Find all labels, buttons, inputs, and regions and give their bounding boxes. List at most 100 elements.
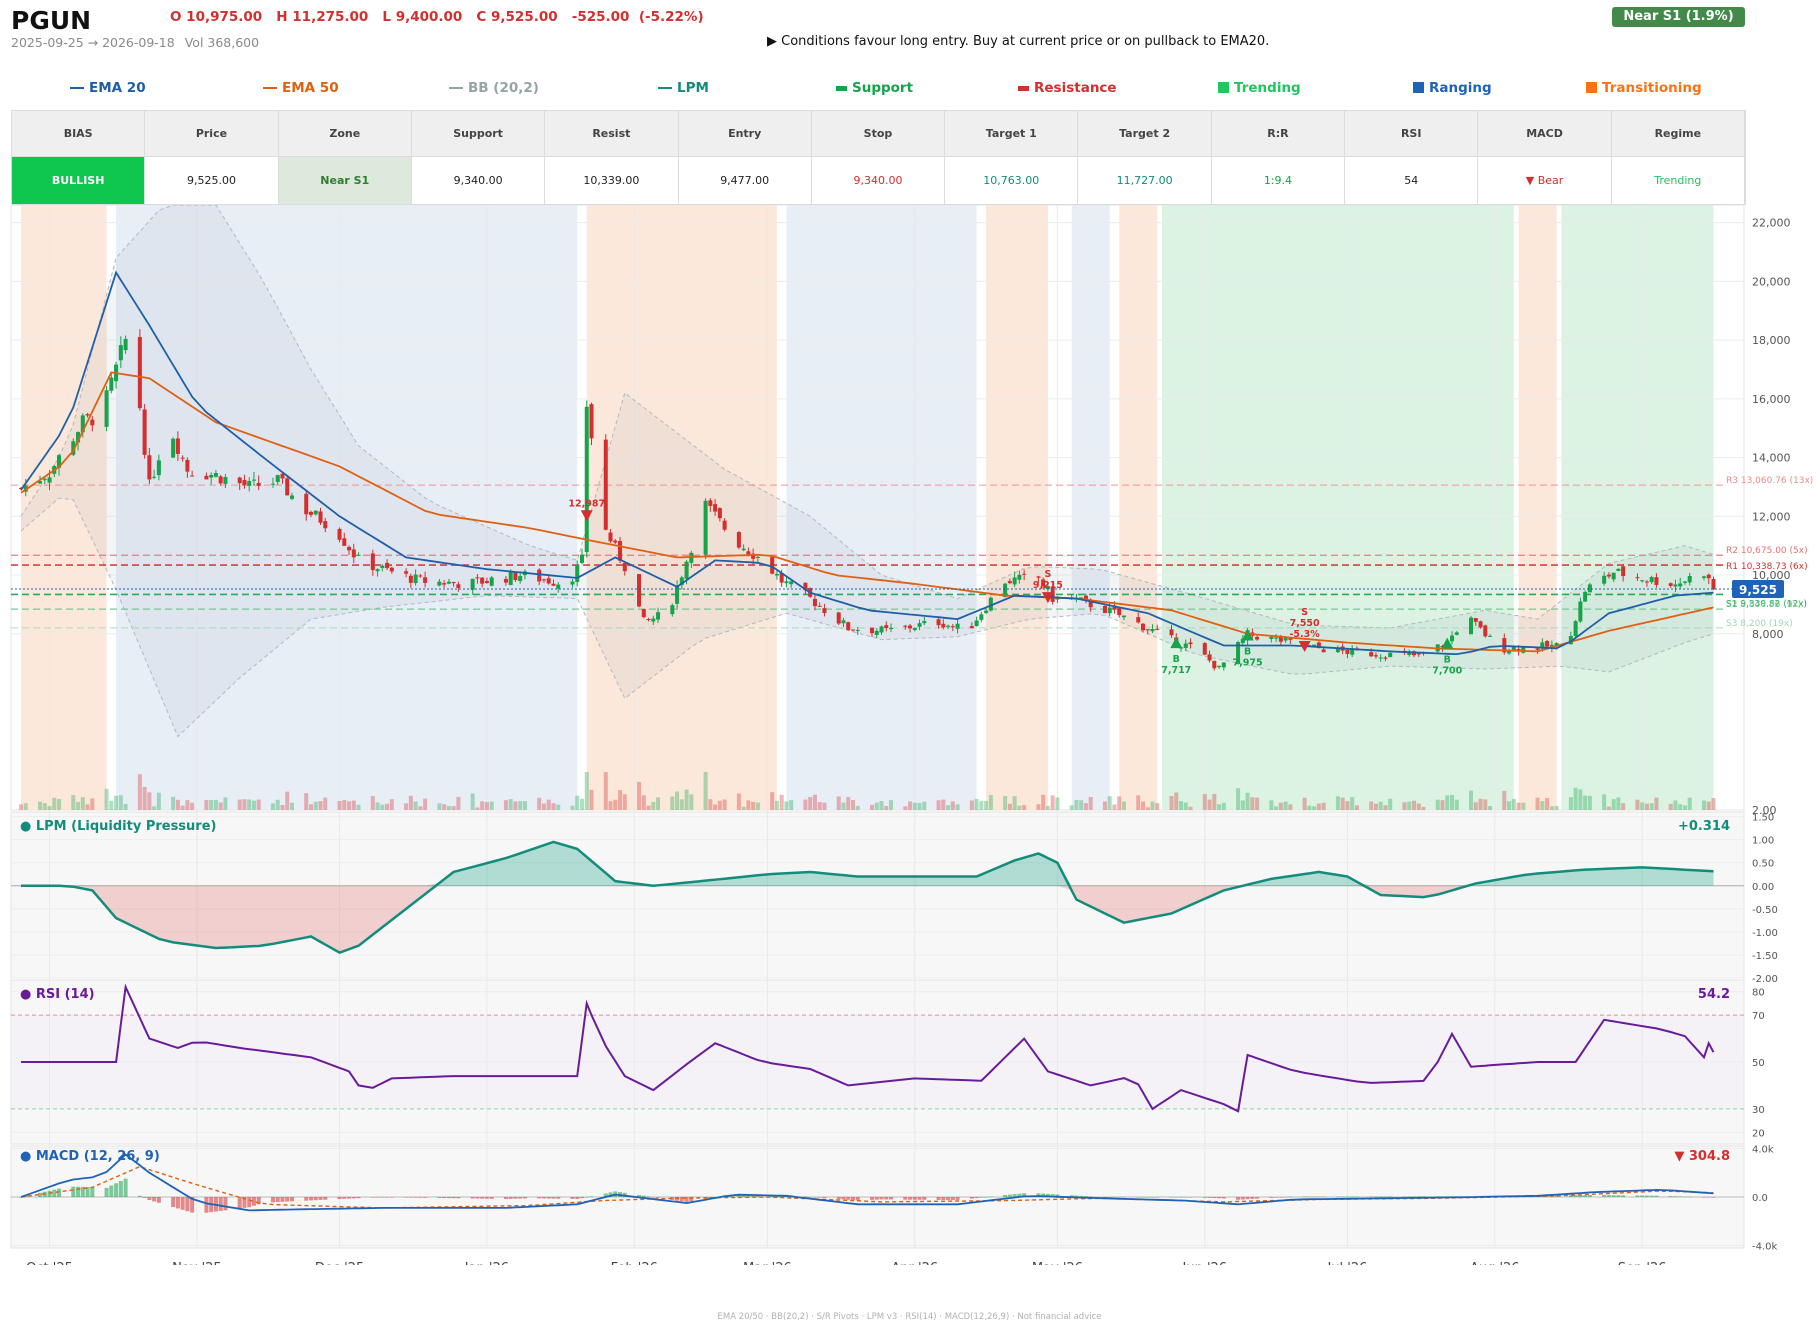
lpm-y-tick-label: -2.00 <box>1752 974 1778 985</box>
rsi-y-tick-label: 20 <box>1752 1128 1765 1139</box>
candle-body <box>1554 643 1559 647</box>
volume-bar <box>736 793 741 810</box>
marker-label: 12,987 <box>568 498 605 509</box>
macd-hist-bar <box>237 1197 242 1209</box>
macd-hist-bar <box>984 1197 989 1198</box>
volume-bar <box>703 772 708 810</box>
volume-bar <box>884 805 889 810</box>
macd-hist-bar <box>908 1197 913 1200</box>
sr-level-label: S3 8,200 (19x) <box>1726 619 1793 629</box>
stat-value: 9,340.00 <box>853 174 903 187</box>
volume-bar <box>817 802 822 810</box>
macd-hist-bar <box>1649 1195 1654 1197</box>
volume-bar <box>1583 795 1588 810</box>
candle-body <box>1606 574 1611 577</box>
volume-bar <box>47 806 52 810</box>
volume-bar <box>175 799 180 810</box>
macd-hist-bar <box>1602 1195 1607 1197</box>
candle-body <box>404 571 409 574</box>
volume-bar <box>1507 801 1512 810</box>
volume-bar <box>404 803 409 810</box>
candle-body <box>351 549 356 558</box>
candle-body <box>1145 629 1150 631</box>
ema20-line <box>20 270 1714 656</box>
volume-bar <box>546 799 551 810</box>
candle-body <box>974 620 979 627</box>
candle-body <box>1635 577 1640 579</box>
candle-body <box>1003 583 1008 598</box>
volume-bar <box>237 799 242 810</box>
stat-value: ▼ Bear <box>1525 174 1564 187</box>
candle-body <box>147 455 152 480</box>
macd-hist-bar <box>741 1194 746 1197</box>
volume-bar <box>1383 805 1388 810</box>
candle-body <box>1616 568 1621 571</box>
candle-body <box>812 598 817 607</box>
marker-label: 7,717 <box>1161 665 1191 676</box>
macd-hist-bar <box>988 1196 993 1198</box>
volume-bar <box>270 803 275 810</box>
stat-target-2: Target 2 11,727.00 <box>1078 111 1212 204</box>
zone-badge: Near S1 (1.9%) <box>1612 7 1745 27</box>
volume-bar <box>484 802 489 810</box>
marker-label: S <box>1044 569 1051 580</box>
macd-hist-bar <box>1012 1194 1017 1197</box>
candle-body <box>1521 646 1526 653</box>
macd-hist-bar <box>90 1187 95 1197</box>
regime-band-transitioning <box>986 205 1048 810</box>
volume-bar <box>114 795 119 810</box>
macd-hist-bar <box>142 1197 147 1198</box>
volume-bar <box>508 799 513 810</box>
candle-body <box>375 569 380 572</box>
volume-bar <box>1578 789 1583 810</box>
bollinger-lower <box>20 497 1714 738</box>
volume-bar <box>679 799 684 810</box>
marker-label: -5.3% <box>1289 629 1320 640</box>
candle-body <box>142 409 147 455</box>
volume-bar <box>556 804 561 810</box>
volume-bar <box>551 803 556 810</box>
volume-bar <box>1473 802 1478 810</box>
candles-group <box>18 329 1716 671</box>
macd-y-tick-label: 4.0k <box>1752 1144 1774 1155</box>
volume-bar <box>518 801 523 810</box>
volume-bar <box>413 801 418 810</box>
macd-hist-bar <box>874 1197 879 1200</box>
macd-hist-bar <box>1711 1197 1716 1198</box>
macd-hist-bar <box>879 1197 884 1200</box>
candle-body <box>1573 621 1578 637</box>
volume-bar <box>1668 803 1673 810</box>
macd-hist-bar <box>484 1197 489 1199</box>
x-tick-label: Nov '25 <box>172 1261 222 1265</box>
volume-bar <box>1449 794 1455 810</box>
candle-body <box>1449 635 1455 642</box>
macd-hist-bar <box>1307 1196 1312 1198</box>
stat-value: Trending <box>1654 174 1702 187</box>
macd-hist-bar <box>413 1197 418 1198</box>
candle-body <box>1706 574 1711 579</box>
candle-body <box>213 473 218 477</box>
macd-hist-bar <box>380 1197 385 1198</box>
buy-marker <box>1170 637 1183 649</box>
candle-body <box>1568 636 1573 645</box>
candle-body <box>1236 642 1241 664</box>
stat-header: Stop <box>811 111 945 157</box>
macd-hist-bar <box>1640 1195 1645 1197</box>
rsi-line <box>21 983 1715 1113</box>
candle-body <box>551 583 556 586</box>
legend-item-trending: Trending <box>1218 80 1301 96</box>
candle-body <box>1682 581 1687 583</box>
candle-body <box>1511 646 1516 650</box>
candle-body <box>656 612 661 620</box>
macd-hist-bar <box>1069 1195 1074 1197</box>
candle-body <box>936 619 941 626</box>
stat-header: Price <box>145 111 278 157</box>
candle-body <box>185 459 190 472</box>
candle-body <box>1473 618 1478 622</box>
volume-bar <box>1469 790 1474 810</box>
sr-level-label: R3 13,060.76 (13x) <box>1726 476 1813 486</box>
volume-bar <box>613 799 618 810</box>
macd-hist-bar <box>85 1186 90 1197</box>
candle-body <box>242 480 247 486</box>
chart-canvas: Oct '25 Nov '25 Dec '25 Jan '26 Feb '26 Mar '… <box>10 205 1813 1265</box>
